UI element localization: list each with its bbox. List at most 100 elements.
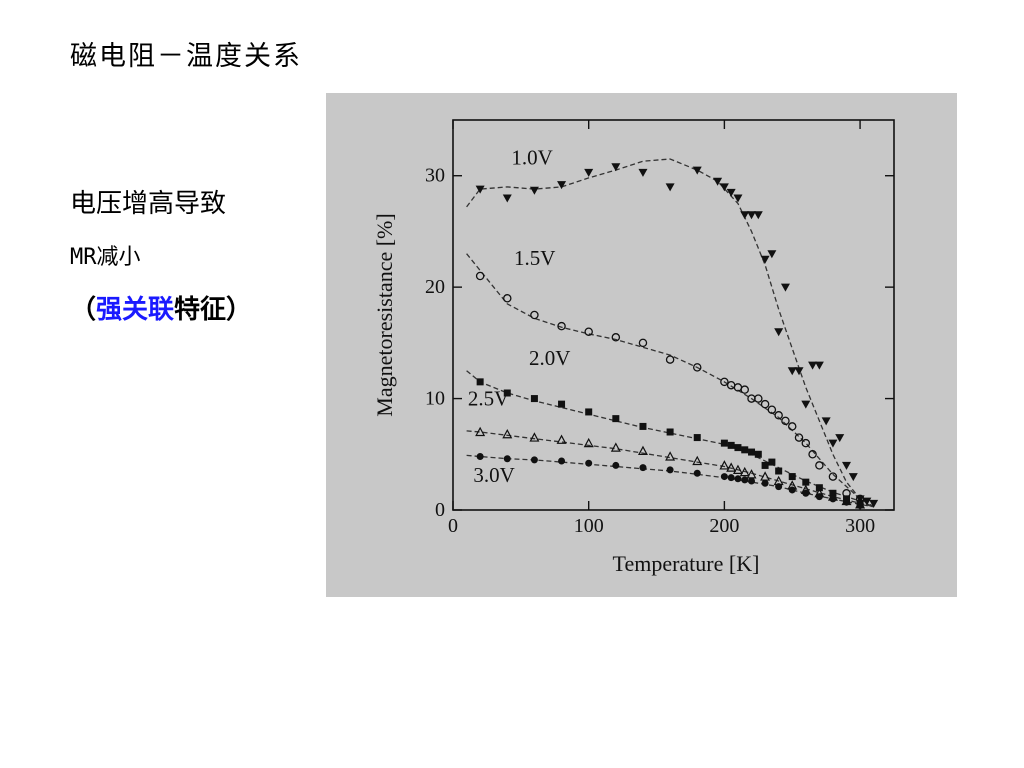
series-0-point [733,194,743,203]
series-3-point [556,434,567,444]
y-tick-label: 10 [425,388,445,410]
series-0-point [814,361,824,370]
series-1-fit-curve [466,253,874,508]
series-1-point [726,380,736,390]
x-axis-label: Temperature [K] [613,551,760,576]
series-2-point [775,467,783,475]
series-1-point [692,363,702,372]
series-1-point [530,310,539,320]
series-0-point [821,417,831,426]
series-2-point [612,415,620,423]
series-4-point [585,459,593,467]
series-2-point [720,439,728,447]
y-tick-label: 30 [425,165,445,187]
series-3-point [610,442,621,452]
series-3-point [726,462,737,472]
series-4-point [720,473,728,481]
series-2-point [802,478,810,486]
series-1-point [760,399,770,409]
series-0-fit-curve [466,158,874,508]
series-1-point [740,385,749,394]
series-1-point [720,377,729,387]
series-1-point [815,461,824,470]
x-tick-label: 200 [709,515,739,537]
series-2-point [693,434,701,442]
series-2-point [754,450,762,458]
series-4-fit-curve [466,454,874,508]
series-2-point [741,446,749,454]
series-0-point [848,473,858,482]
series-2-point [503,389,511,397]
series-4-point [558,457,566,465]
series-3-point [692,455,703,466]
series-3-point [665,451,676,461]
y-tick-label: 20 [425,276,445,298]
series-0-point [529,186,539,195]
note-feature: 特征 [174,295,227,325]
series-4-point [666,466,674,474]
series-2-point [476,378,484,386]
series-0-point [780,283,790,292]
series-4-point [788,486,796,494]
series-1-point [808,450,817,459]
series-2-point [734,444,742,452]
series-4-point [734,475,742,483]
series-0-point [787,367,797,376]
series-0-point [760,255,770,264]
series-4-point [727,474,735,482]
series-0-point [638,168,648,177]
series-4-point [761,479,769,487]
series-2-point [748,448,756,456]
series-0-point [753,211,763,220]
series-0-point [862,497,872,506]
x-tick-label: 100 [574,515,604,537]
series-0-point [611,163,621,172]
series-1-point [754,394,763,403]
note-line-3: （强关联特征） [70,284,252,337]
series-3-point [739,466,750,477]
series-0-point [835,434,845,443]
slide-title: 磁电阻－温度关系 [70,41,302,72]
series-1-point [611,333,621,342]
series-1-point [638,338,648,348]
series-1-point [503,294,512,303]
series-2-point [761,461,769,469]
y-axis-label: Magnetoresistance [%] [372,213,397,416]
series-1-point [787,422,797,431]
series-1-point [557,321,566,331]
series-4-point [639,464,647,472]
series-0-point [502,194,512,203]
series-2-label: 2.0V [529,346,570,370]
series-0-point [794,367,804,376]
series-1-point [794,433,804,442]
series-1-label: 1.5V [514,246,555,270]
y-tick-label: 0 [435,499,445,521]
series-4-point [815,493,823,501]
series-0-point [767,250,777,259]
series-3-point [502,428,513,439]
series-3-fit-curve [466,430,874,508]
series-3-point [475,426,486,437]
series-2-point [585,408,593,416]
series-1-point [781,416,790,426]
series-4-point [802,489,810,497]
series-0-point [584,168,594,177]
series-0-point [869,499,879,508]
series-0-point [719,183,729,192]
note-highlight: 强关联 [96,295,175,325]
series-4-point [843,498,851,506]
series-0-point [808,361,818,370]
series-0-point [665,183,675,192]
x-tick-label: 0 [448,515,458,537]
series-2-point [639,422,647,430]
series-2-point [768,458,776,466]
note-line-2: MR减小 [70,245,141,270]
series-4-point [530,456,538,464]
mr-temperature-chart: 0 100 200 300 0 10 20 30 1.0V 1.5V 2.0V 2.5V 3.0V T… [372,119,895,576]
x-tick-label: 300 [845,515,875,537]
series-0-point [557,181,567,190]
series-3-point [732,464,743,474]
chart-figure: 0 100 200 300 0 10 20 30 1.0V 1.5V 2.0V 2.5V 3.0V T… [326,93,957,597]
series-0-point [726,188,736,197]
series-0-point [801,400,811,409]
